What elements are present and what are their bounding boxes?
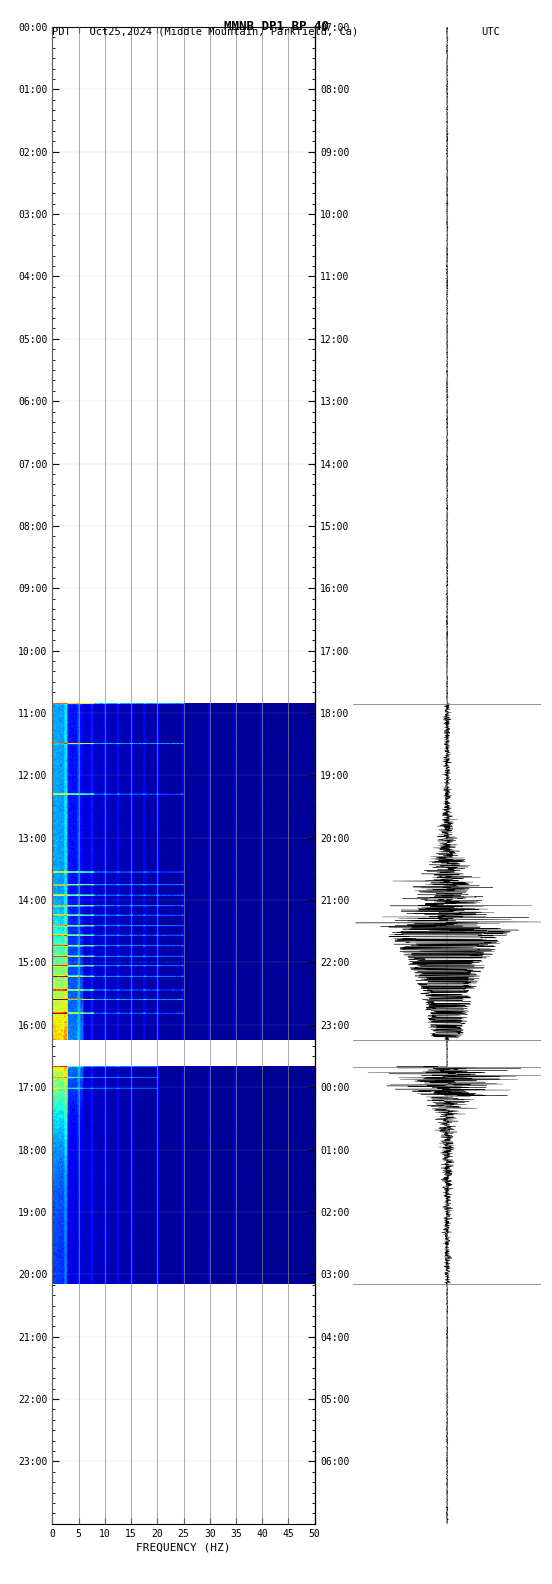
- Bar: [52, 703, 315, 1041]
- Bar: [52, 1066, 315, 1283]
- Text: MMNB DP1 BP 40: MMNB DP1 BP 40: [224, 19, 328, 33]
- X-axis label: FREQUENCY (HZ): FREQUENCY (HZ): [136, 1543, 231, 1552]
- Text: PDT   Oct25,2024 (Middle Mountain, Parkfield, Ca): PDT Oct25,2024 (Middle Mountain, Parkfie…: [52, 27, 359, 36]
- Text: UTC: UTC: [481, 27, 500, 36]
